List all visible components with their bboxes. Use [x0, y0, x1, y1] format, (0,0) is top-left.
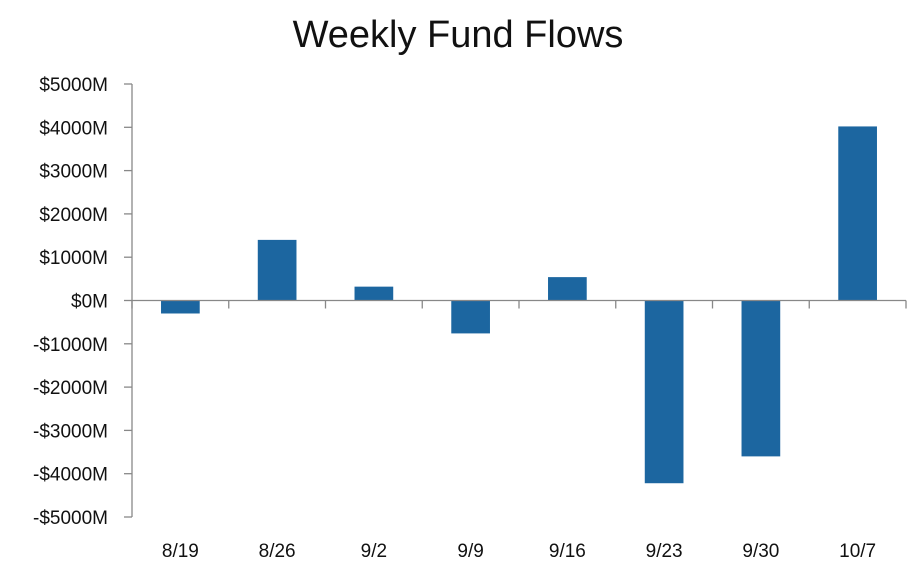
y-tick-label: $0M	[71, 292, 108, 313]
bar-9-9	[451, 300, 490, 334]
bar-9-23	[644, 300, 684, 484]
x-tick-label: 8/19	[162, 541, 199, 562]
y-tick-label: $2000M	[39, 205, 108, 226]
y-tick-label: -$3000M	[33, 421, 108, 442]
y-tick-label: -$5000M	[33, 508, 108, 529]
x-tick-label: 9/16	[549, 541, 586, 562]
bar-9-2	[354, 286, 394, 301]
x-tick-label: 9/23	[646, 541, 683, 562]
y-tick-label: -$2000M	[33, 378, 108, 399]
x-tick-label: 9/9	[457, 541, 483, 562]
x-tick-label: 8/26	[259, 541, 296, 562]
bar-10-7	[838, 126, 877, 301]
y-tick-label: $5000M	[39, 75, 108, 96]
y-tick-label: $3000M	[39, 162, 108, 183]
bar-9-30	[741, 300, 781, 457]
y-tick-label: $4000M	[39, 118, 108, 139]
y-tick-label: -$4000M	[33, 465, 108, 486]
x-tick-label: 10/7	[839, 541, 876, 562]
x-tick-label: 9/30	[742, 541, 779, 562]
y-tick-label: -$1000M	[33, 335, 108, 356]
bar-9-16	[548, 277, 587, 301]
bar-8-26	[257, 239, 297, 301]
chart-title: Weekly Fund Flows	[292, 14, 624, 56]
y-tick-label: $1000M	[39, 248, 108, 269]
x-tick-label: 9/2	[361, 541, 387, 562]
bar-8-19	[161, 300, 200, 314]
